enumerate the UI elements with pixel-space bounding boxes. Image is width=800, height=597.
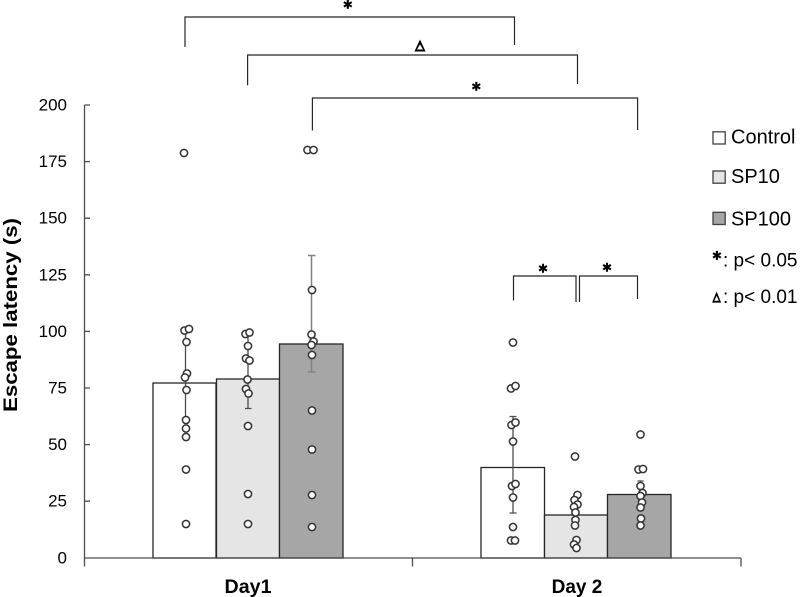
svg-text:Day1: Day1 xyxy=(225,577,272,597)
svg-text:100: 100 xyxy=(39,322,67,341)
svg-text:SP10: SP10 xyxy=(731,166,780,188)
svg-text:Escape latency (s): Escape latency (s) xyxy=(1,218,22,412)
svg-text:: p< 0.01: : p< 0.01 xyxy=(723,287,797,308)
svg-text:175: 175 xyxy=(39,152,67,171)
svg-text:SP100: SP100 xyxy=(731,209,791,231)
svg-text:25: 25 xyxy=(48,492,67,511)
svg-text:50: 50 xyxy=(48,435,67,454)
svg-text:Control: Control xyxy=(731,127,795,149)
svg-text:Day 2: Day 2 xyxy=(552,577,603,597)
svg-text:125: 125 xyxy=(39,265,67,284)
svg-text:0: 0 xyxy=(58,548,67,567)
svg-text:200: 200 xyxy=(39,96,67,115)
svg-text:75: 75 xyxy=(48,379,67,398)
svg-text:150: 150 xyxy=(39,209,67,228)
svg-text:: p< 0.05: : p< 0.05 xyxy=(723,251,797,272)
